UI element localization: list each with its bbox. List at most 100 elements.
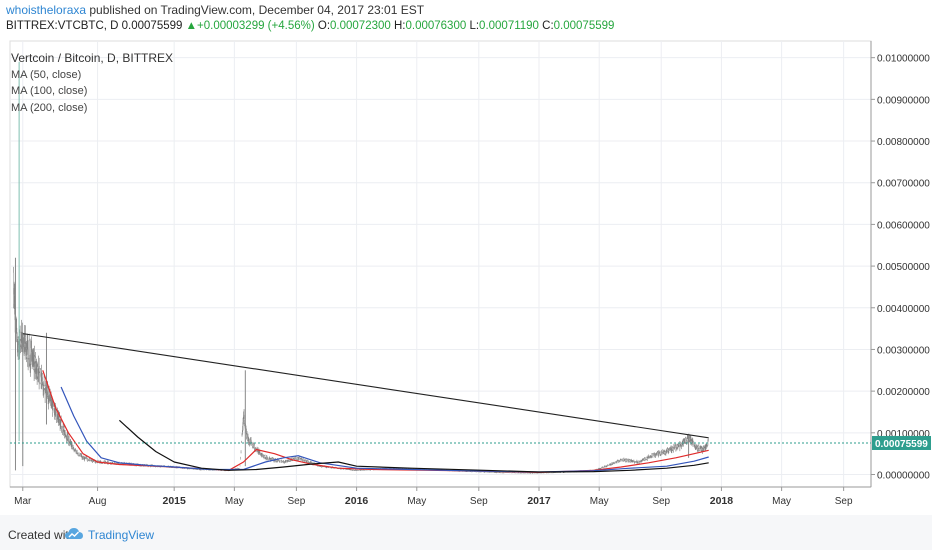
candle-body (37, 369, 39, 374)
candle-body (306, 461, 308, 463)
candle-body (319, 465, 321, 467)
candle-body (290, 459, 292, 461)
candle-body (622, 459, 624, 460)
candle-body (662, 450, 664, 452)
candle-body (75, 450, 77, 452)
candle-body (612, 462, 614, 464)
candle-body (610, 463, 612, 465)
candle-body (694, 446, 696, 449)
candle-body (395, 468, 397, 469)
candle-body (666, 450, 668, 452)
candle-body (623, 459, 625, 460)
candle-body (182, 468, 184, 469)
candle-body (80, 454, 82, 456)
candle-body (293, 458, 295, 460)
candle-body (82, 457, 84, 459)
x-tick-label: Sep (287, 496, 305, 507)
x-tick-label: Mar (14, 496, 32, 507)
candle-body (670, 448, 672, 451)
candle-body (639, 460, 641, 462)
footer: Created with TradingView (0, 515, 932, 550)
candle-body (600, 468, 602, 469)
y-tick-label: 0.00800000 (877, 137, 930, 148)
candle-body (352, 469, 354, 471)
candle-body (68, 441, 70, 443)
candle-body (20, 344, 22, 347)
candle-body (695, 448, 697, 450)
candle-body (310, 462, 312, 463)
chart-area[interactable]: 0.00000000 0.00100000 0.00200000 0.00300000… (9, 40, 931, 515)
candle-body (56, 413, 58, 420)
candle-body (273, 458, 275, 460)
candle-body (689, 435, 691, 439)
tradingview-brand-link[interactable]: TradingView (88, 528, 155, 542)
candle-body (88, 459, 90, 461)
candle-body (681, 443, 683, 445)
last-price-label: 0.00075599 (875, 439, 928, 450)
open-value: 0.00072300 (330, 20, 391, 32)
legend-ma100[interactable]: MA (100, close) (11, 85, 88, 97)
legend-ma200[interactable]: MA (200, close) (11, 101, 88, 114)
y-tick-label: 0.00700000 (877, 179, 930, 190)
candle-body (102, 461, 104, 463)
candle-body (246, 432, 248, 436)
candle-body (611, 464, 613, 466)
symbol-label[interactable]: BITTREX:VTCBTC, D (6, 20, 119, 32)
candle-body (634, 461, 636, 463)
candle-body (350, 469, 352, 470)
candle-body (492, 471, 494, 473)
created-with-label: Created with (8, 528, 76, 542)
candle-body (647, 457, 649, 459)
candle-body (322, 466, 324, 468)
candle-body (302, 459, 304, 461)
candle-body (259, 451, 261, 455)
published-text: published on TradingView.com, December 0… (86, 3, 425, 17)
candle-body (649, 455, 651, 458)
candle-body (34, 356, 36, 362)
legend-ma50[interactable]: MA (50, close) (11, 68, 82, 81)
candle-body (26, 357, 28, 360)
candle-body (625, 459, 627, 461)
candle-body (678, 445, 680, 447)
candle-body (72, 446, 74, 448)
candle-body (54, 408, 56, 416)
candle-body (27, 349, 29, 358)
candle-body (471, 471, 473, 473)
candle-body (706, 446, 708, 448)
candle-body (48, 398, 50, 402)
candle-body (295, 457, 297, 460)
candle-body (528, 472, 530, 474)
candle-body (279, 461, 281, 463)
candle-body (680, 445, 682, 447)
candle-body (502, 472, 504, 473)
candle-body (280, 460, 282, 462)
candle-body (702, 447, 704, 452)
candle-body (25, 341, 27, 353)
candle-body (369, 469, 371, 471)
candle-body (305, 459, 307, 461)
candle-body (241, 434, 243, 436)
candle-body (604, 466, 606, 468)
candle-body (616, 461, 618, 463)
candle-body (680, 443, 682, 444)
candle-body (46, 389, 48, 392)
candle-body (679, 443, 681, 447)
price-chart[interactable]: 0.00000000 0.00100000 0.00200000 0.00300000… (9, 40, 931, 515)
author-link[interactable]: whoistheloraxa (6, 3, 87, 17)
candle-body (261, 455, 263, 457)
candle-body (319, 466, 321, 467)
candle-body (620, 459, 622, 461)
candle-body (707, 442, 709, 446)
tradingview-cloud-icon[interactable] (64, 526, 84, 542)
ma50-line (42, 370, 709, 473)
chart-legend: Vertcoin / Bitcoin, D, BITTREX MA (50, c… (11, 50, 173, 116)
candle-body (81, 457, 83, 459)
candle-body (650, 455, 652, 457)
candle-body (265, 458, 267, 460)
candle-body (47, 388, 49, 391)
candle-body (618, 460, 620, 462)
candle-body (529, 473, 531, 474)
low-label: L: (469, 20, 480, 32)
candle-body (613, 462, 615, 464)
change-up-icon: ▲ (185, 20, 198, 32)
